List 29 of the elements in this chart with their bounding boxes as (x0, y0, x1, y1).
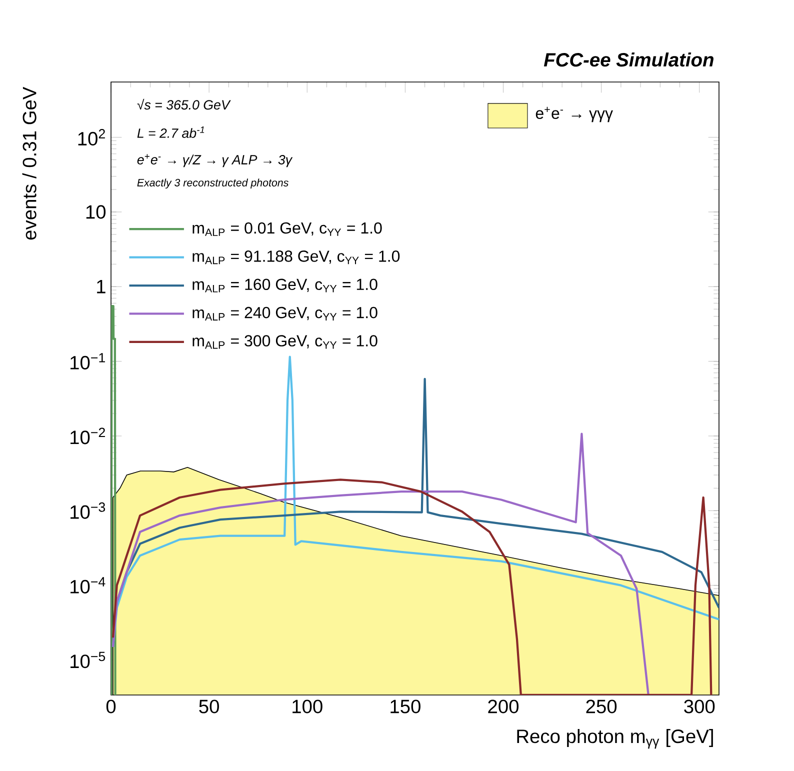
annotation: √s = 365.0 GeV (137, 98, 231, 110)
x-tick-label: 250 (586, 700, 617, 714)
annotation: e$^{+}$e$^{-}$ → γ/Z → γ ALP → 3γ (137, 154, 293, 168)
annotation: Exactly 3 reconstructed photons (137, 178, 288, 189)
y-tick-label: 10 (86, 205, 106, 219)
annotation: L = 2.7 ab$^{-1}$ (137, 126, 204, 138)
y-axis-title: events / 0.31 GeV (22, 86, 36, 240)
y-tick-label: 10$^{−2}$ (70, 428, 105, 444)
legend-label: m$_{ALP}$ = 160 GeV, c$_{YY}$ = 1.0 (192, 278, 378, 292)
legend-label: m$_{ALP}$ = 0.01 GeV, c$_{YY}$ = 1.0 (192, 222, 382, 236)
y-tick-label: 10$^{−1}$ (70, 353, 105, 370)
legend-label: m$_{ALP}$ = 300 GeV, c$_{YY}$ = 1.0 (192, 335, 378, 349)
chart-title: FCC-ee Simulation (544, 52, 714, 67)
y-tick-label: 1 (97, 280, 106, 294)
x-tick-label: 100 (292, 700, 322, 714)
y-tick-label: 10$^{2}$ (78, 129, 105, 146)
x-tick-label: 50 (199, 700, 219, 714)
line-series (112, 432, 650, 695)
y-tick-label: 10$^{−5}$ (70, 652, 106, 668)
x-tick-label: 200 (488, 700, 519, 714)
legend-label: m$_{ALP}$ = 240 GeV, c$_{YY}$ = 1.0 (192, 306, 378, 320)
legend-label: m$_{ALP}$ = 91.188 GeV, c$_{YY}$ = 1.0 (192, 250, 400, 264)
x-tick-label: 300 (684, 700, 715, 714)
y-tick-label: 10$^{−4}$ (70, 577, 106, 594)
y-tick-label: 10$^{−3}$ (70, 502, 106, 519)
x-tick-label: 150 (390, 700, 420, 714)
x-tick-label: 0 (106, 700, 116, 714)
x-axis-title: Reco photon m$_{γγ}$ [GeV] (517, 729, 713, 749)
legend-label: e$^{+}$e$^{-}$ → γγγ (536, 106, 613, 122)
